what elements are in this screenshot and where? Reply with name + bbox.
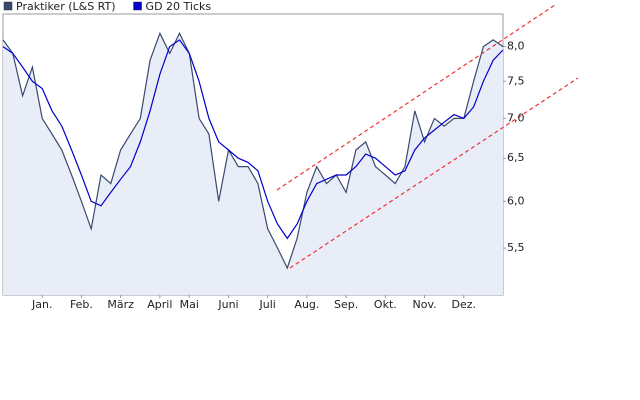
legend-label: GD 20 Ticks [146,0,212,13]
legend-label: Praktiker (L&S RT) [16,0,116,13]
y-tick-label: 7,5 [507,74,525,87]
x-tick-label: Juli [259,298,276,311]
plot-layer [2,31,504,296]
x-tick-label: März [107,298,134,311]
x-tick-label: Okt. [374,298,397,311]
x-tick-label: Jan. [31,298,52,311]
legend-swatch [133,1,142,11]
x-tick-label: Feb. [70,298,93,311]
y-tick-label: 8,0 [507,40,525,53]
series-line [2,31,504,270]
y-tick-label: 6,5 [507,151,525,164]
x-tick-label: Dez. [452,298,477,311]
area [3,33,503,296]
trend-line-lower [289,77,579,269]
series-line [2,39,504,240]
y-tick-label: 5,5 [507,241,525,254]
x-tick-label: Nov. [413,298,437,311]
x-tick-label: Juni [217,298,238,311]
x-tick-label: April [147,298,172,311]
legend-swatch [3,1,13,11]
x-tick-label: Sep. [334,298,358,311]
x-tick-label: Aug. [294,298,319,311]
y-tick-label: 6,0 [507,194,525,207]
x-tick-label: Mai [180,298,199,311]
y-tick-label: 7,0 [507,111,525,124]
